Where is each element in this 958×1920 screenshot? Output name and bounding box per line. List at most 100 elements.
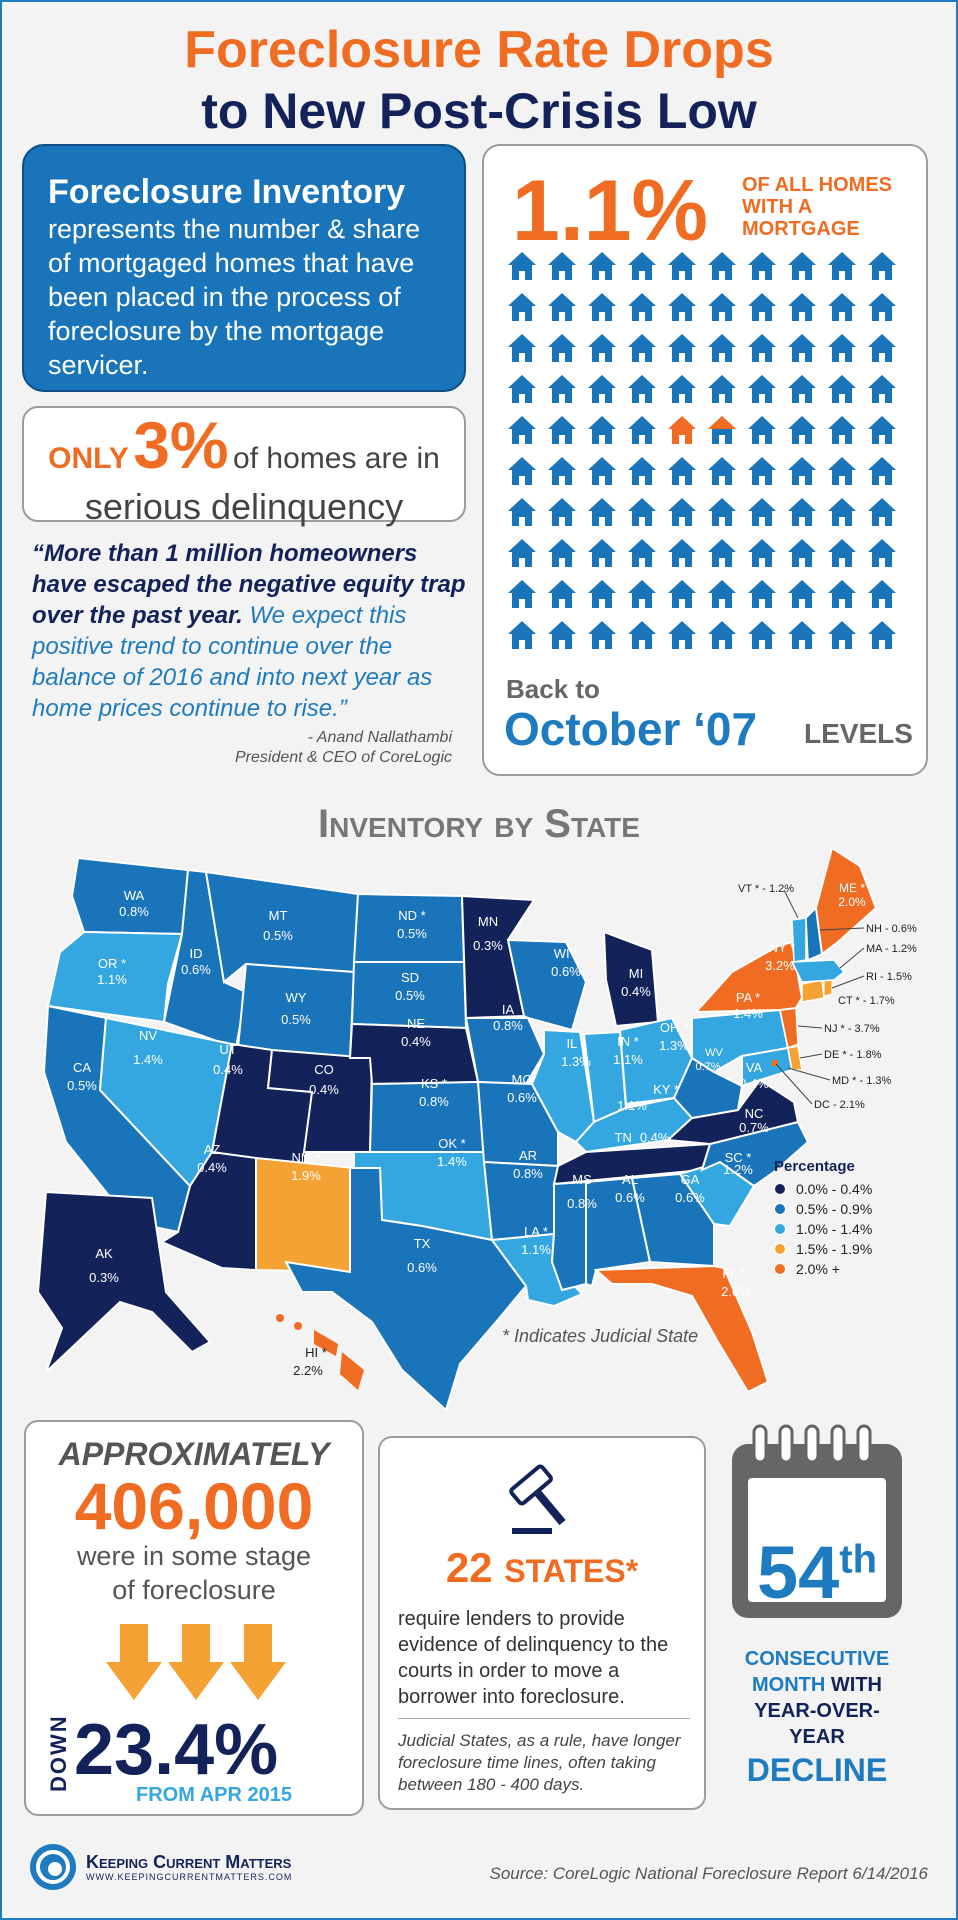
label-ca: CA 0.5% [67,1060,97,1093]
label-sc: SC * 1.2% [723,1150,753,1177]
legend-swatch [774,1243,786,1255]
house-icon [828,252,856,280]
label-mt: MT 0.5% [263,908,293,943]
house-icon [708,293,736,321]
house-icon [628,416,656,444]
house-icon [788,375,816,403]
house-icon [748,252,776,280]
down-pct: 23.4% [74,1710,279,1790]
house-icon [828,539,856,567]
legend-item: 0.5% - 0.9% [774,1199,872,1219]
us-state-map: WA 0.8% OR * 1.1% CA 0.5% ID 0.6% NV 1.4% MT 0… [36,846,917,1412]
house-icon [588,580,616,608]
house-icon [588,252,616,280]
house-icon [588,498,616,526]
house-icon [748,293,776,321]
state-ia [464,1017,546,1086]
consec-1: CONSECUTIVE [744,1648,890,1670]
house-icon [668,293,696,321]
quote-bold: “More than 1 million homeowners have esc… [32,540,466,629]
state-ks [368,1080,486,1153]
brand-logo[interactable]: Keeping Current Matters WWW.KEEPINGCURRE… [28,1842,292,1892]
delinquency-rest: of homes are in [233,442,440,475]
label-id: ID 0.6% [181,946,211,977]
house-icon [548,498,576,526]
house-icon [508,621,536,649]
label-mo: MO 0.6% [507,1072,537,1105]
state-fl [593,1264,770,1394]
house-icon [508,416,536,444]
label-sd: SD 0.5% [395,970,425,1003]
brand-name: Keeping Current Matters [86,1852,292,1872]
house-icon [748,416,776,444]
calendar-icon [732,1424,902,1618]
delinquency-only: ONLY [48,442,129,475]
house-icon [828,416,856,444]
label-ny: NY * 3.2% [765,940,795,973]
house-icon [548,580,576,608]
foreclosure-count: 406,000 [74,1469,314,1543]
label-il: IL * 1.3% [561,1036,591,1069]
house-icon [628,252,656,280]
legend-item: 2.0% + [774,1259,872,1279]
legend-item: 1.0% - 1.4% [774,1219,872,1239]
label-ok: OK * 1.4% [437,1136,467,1169]
quote: “More than 1 million homeowners have esc… [32,538,468,724]
label-in: IN * 1.1% [613,1034,643,1067]
levels: LEVELS [804,718,913,749]
house-icon [708,457,736,485]
house-icon [548,621,576,649]
house-icon [748,334,776,362]
house-icon [628,498,656,526]
house-icon [868,416,896,444]
divider [398,1718,690,1719]
state-il [530,1028,596,1144]
house-icon [588,416,616,444]
title-line2: to New Post-Crisis Low [201,83,757,139]
label-co: CO 0.4% [309,1062,339,1097]
state-md [741,1046,794,1088]
state-hi [314,1330,338,1356]
brand-url: WWW.KEEPINGCURRENTMATTERS.COM [86,1872,293,1882]
house-icon [868,580,896,608]
label-ak: AK 0.3% [89,1246,119,1285]
house-icon [628,334,656,362]
label-wy: WY 0.5% [281,990,311,1027]
consec-5: YEAR [789,1726,845,1748]
house-icon [828,334,856,362]
house-icon [748,621,776,649]
house-icon [548,416,576,444]
house-icon [748,375,776,403]
label-nv: NV 1.4% [133,1028,163,1067]
house-icon [708,334,736,362]
homes-box: 1.1% OF ALL HOMES WITH A MORTGAGE Back t… [482,144,928,776]
back-to: Back to [506,674,600,704]
label-me: ME * 2.0% [838,881,866,909]
house-icon [868,457,896,485]
house-icon [588,334,616,362]
house-icon [548,457,576,485]
house-icon [868,498,896,526]
quote-rest: We expect this positive trend to continu… [32,602,433,722]
house-icon [828,580,856,608]
house-icon [548,539,576,567]
calendar: 54th [728,1422,906,1627]
legend-swatch [774,1203,786,1215]
house-icon [628,621,656,649]
label-ky-v: 1.1% [617,1098,647,1113]
count-text-1: were in some stage [76,1541,312,1571]
house-icon [548,293,576,321]
quote-attribution: - Anand Nallathambi President & CEO of C… [152,728,452,768]
judicial-states-box: 22 STATES* require lenders to provide ev… [378,1436,706,1810]
consecutive-text: CONSECUTIVE MONTH WITH YEAR-OVER- YEAR D… [724,1646,910,1790]
label-ar: AR 0.8% [513,1148,543,1181]
state-va [665,1078,800,1146]
homes-pct: 1.1% [512,163,709,259]
legend-label: 1.0% - 1.4% [796,1221,873,1237]
state-ga [630,1172,715,1268]
house-icon [628,293,656,321]
judicial-note: * Indicates Judicial State [502,1326,699,1346]
states-word: STATES [504,1553,626,1589]
label-ne: NE 0.4% [401,1016,431,1049]
house-icon [868,293,896,321]
